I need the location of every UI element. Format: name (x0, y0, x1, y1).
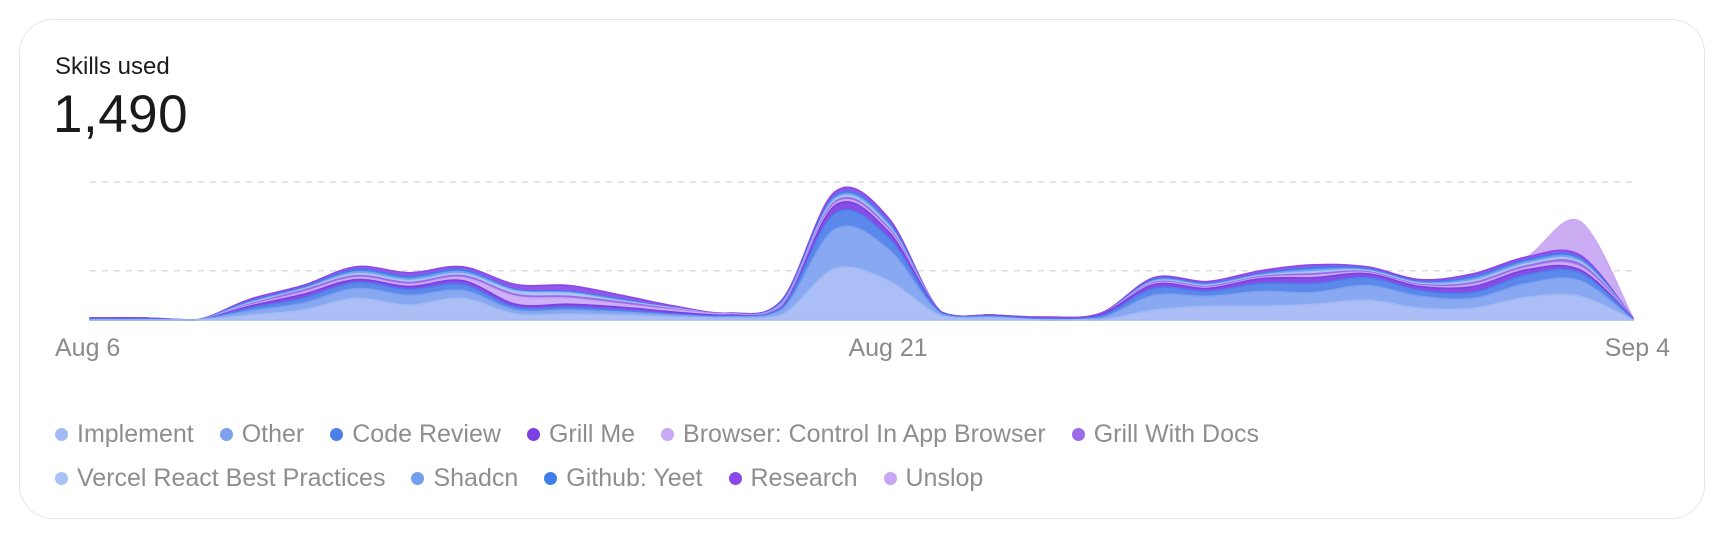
x-tick-label: Sep 4 (1604, 334, 1670, 362)
legend-swatch (728, 471, 742, 485)
legend-item-grill-with-docs[interactable]: Grill With Docs (1071, 419, 1259, 449)
legend-label: Grill With Docs (1093, 419, 1259, 448)
legend-item-vercel-react-best-practices[interactable]: Vercel React Best Practices (55, 464, 385, 493)
legend-label: Browser: Control In App Browser (683, 419, 1046, 448)
legend-swatch (544, 471, 558, 485)
legend-swatch (411, 471, 425, 485)
legend-label: Unslop (905, 463, 984, 492)
legend-swatch (1071, 427, 1085, 441)
legend-label: Grill Me (548, 419, 636, 448)
legend-swatch (55, 471, 68, 485)
legend-swatch (219, 427, 233, 441)
legend-item-other[interactable]: Other (219, 419, 305, 449)
legend-item-implement[interactable]: Implement (55, 420, 194, 449)
legend-label: Research (750, 463, 858, 492)
card-title: Skills used (55, 53, 170, 80)
legend-swatch (883, 471, 897, 485)
legend-label: Shadcn (433, 463, 519, 492)
legend-item-unslop[interactable]: Unslop (883, 463, 984, 493)
legend-row: Vercel React Best Practices Shadcn Github:… (55, 456, 1615, 500)
legend-label: Implement (77, 419, 194, 448)
total-count: 1,490 (53, 85, 189, 144)
legend-row: Implement Other Code Review Grill Me Browser… (55, 412, 1615, 456)
legend-item-github-yeet[interactable]: Github: Yeet (544, 463, 703, 493)
legend-label: Code Review (352, 419, 501, 448)
legend-label: Other (241, 419, 305, 448)
legend-swatch (661, 427, 675, 441)
x-tick-label: Aug 21 (848, 334, 928, 362)
chart-legend: Implement Other Code Review Grill Me Browser… (55, 412, 1615, 500)
legend-swatch (330, 427, 344, 441)
legend-label: Github: Yeet (566, 463, 703, 492)
legend-item-grill-me[interactable]: Grill Me (526, 419, 636, 449)
legend-swatch (526, 427, 540, 441)
legend-item-code-review[interactable]: Code Review (330, 420, 501, 449)
legend-item-shadcn[interactable]: Shadcn (411, 464, 518, 493)
legend-item-research[interactable]: Research (728, 463, 858, 493)
x-tick-label: Aug 6 (55, 334, 121, 362)
legend-label: Vercel React Best Practices (77, 463, 386, 492)
series-area-implement[interactable] (89, 266, 1634, 321)
legend-swatch (55, 427, 68, 441)
legend-item-browser-control-in-app-browser[interactable]: Browser: Control In App Browser (661, 420, 1046, 449)
